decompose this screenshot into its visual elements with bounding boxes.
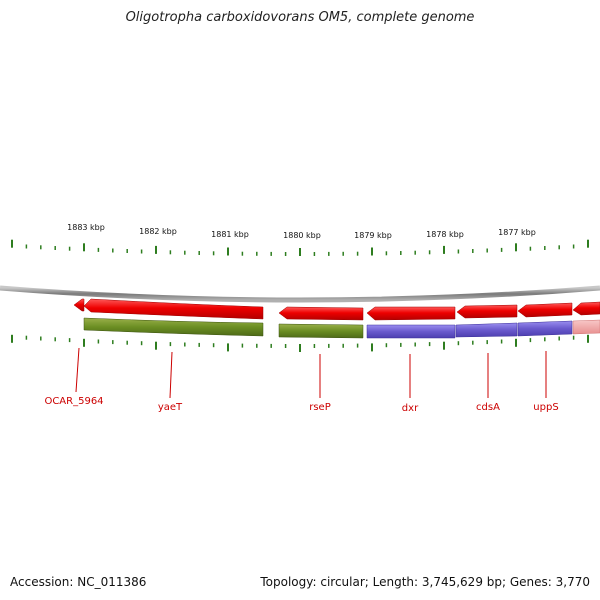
ruler-label: 1879 kbp bbox=[354, 231, 392, 240]
ruler-ticks bbox=[11, 239, 589, 256]
blue-feature[interactable] bbox=[455, 322, 518, 338]
inner-ticks bbox=[11, 334, 589, 352]
gene-arrow[interactable] bbox=[278, 306, 364, 321]
gene-label[interactable]: cdsA bbox=[476, 402, 500, 413]
gene-arrow[interactable] bbox=[456, 304, 518, 319]
gene-label[interactable]: OCAR_5964 bbox=[44, 396, 103, 407]
gene-arrow[interactable] bbox=[73, 298, 85, 312]
accession-text: Accession: NC_011386 bbox=[10, 575, 147, 589]
blue-feature[interactable] bbox=[517, 320, 573, 337]
gene-label[interactable]: yaeT bbox=[158, 402, 183, 413]
gene-label[interactable]: rseP bbox=[309, 402, 331, 413]
green-feature[interactable] bbox=[278, 323, 364, 339]
gene-arrow[interactable] bbox=[572, 301, 600, 316]
feature-type-ring bbox=[83, 317, 600, 339]
map-title: Oligotropha carboxidovorans OM5, complet… bbox=[125, 10, 475, 25]
ruler-labels: 1883 kbp 1882 kbp 1881 kbp 1880 kbp 1879… bbox=[67, 223, 536, 240]
gene-label[interactable]: dxr bbox=[402, 403, 419, 414]
ruler-label: 1883 kbp bbox=[67, 223, 105, 232]
pink-feature[interactable] bbox=[572, 319, 600, 335]
gene-labels: OCAR_5964 yaeT rseP dxr cdsA uppS bbox=[44, 396, 558, 414]
genome-summary-text: Topology: circular; Length: 3,745,629 bp… bbox=[260, 575, 590, 589]
genome-backbone bbox=[0, 285, 600, 303]
ruler-label: 1878 kbp bbox=[426, 230, 464, 239]
ruler-label: 1881 kbp bbox=[211, 230, 249, 239]
gene-label[interactable]: uppS bbox=[533, 402, 558, 413]
ruler-label: 1882 kbp bbox=[139, 227, 177, 236]
gene-arrow[interactable] bbox=[517, 302, 573, 318]
gene-arrow[interactable] bbox=[83, 298, 264, 320]
gene-label-lines bbox=[75, 347, 547, 399]
blue-feature[interactable] bbox=[366, 324, 456, 339]
gene-arrow[interactable] bbox=[366, 306, 456, 321]
ruler-label: 1880 kbp bbox=[283, 231, 321, 240]
green-feature[interactable] bbox=[83, 317, 264, 337]
forward-strand bbox=[73, 298, 600, 321]
ruler-label: 1877 kbp bbox=[498, 228, 536, 237]
